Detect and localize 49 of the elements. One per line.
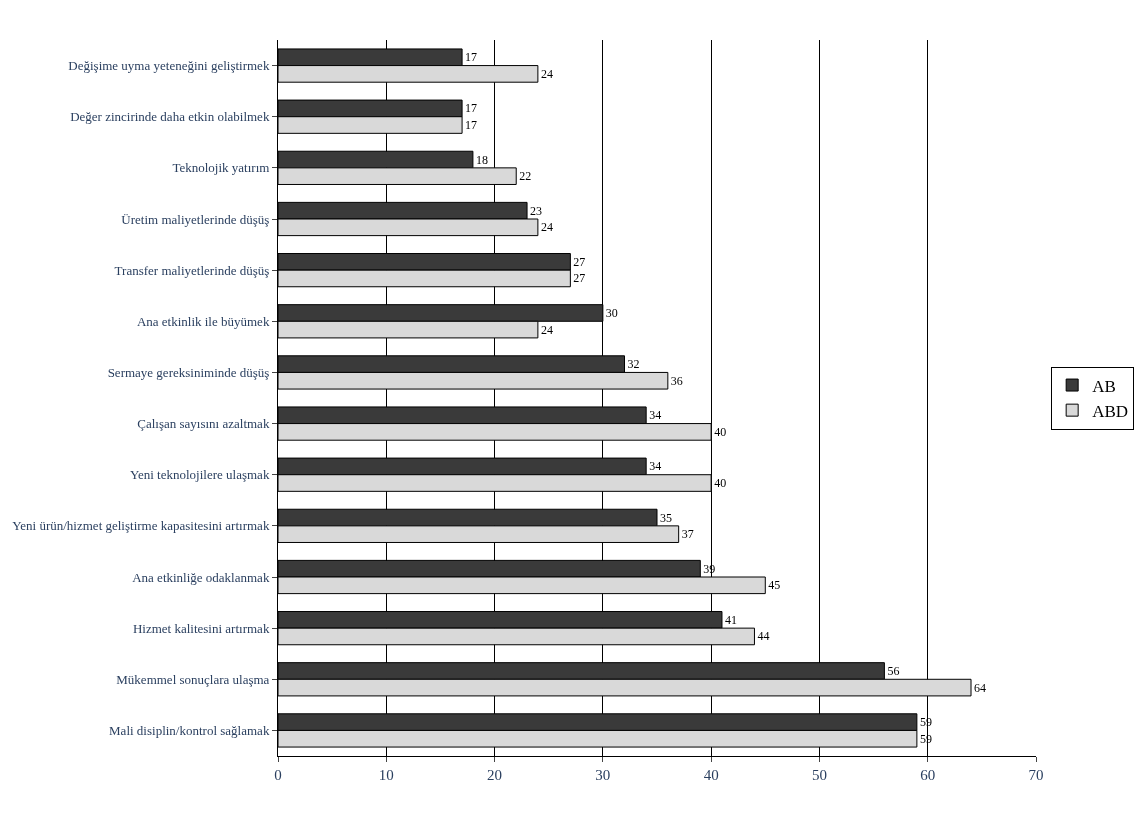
- data-label: 34: [649, 459, 662, 474]
- x-tick-label: 0: [274, 767, 282, 783]
- data-label: 17: [465, 101, 478, 116]
- data-label: 37: [681, 527, 694, 542]
- data-label: 34: [649, 408, 662, 423]
- y-tick-label: Mali disiplin/kontrol sağlamak: [109, 722, 270, 738]
- data-label: 56: [887, 663, 900, 678]
- y-tick-label: Sermaye gereksiniminde düşüş: [107, 364, 270, 380]
- data-label: 22: [519, 169, 532, 184]
- data-label: 40: [714, 424, 727, 439]
- y-tick-label: Transfer maliyetlerinde düşüş: [114, 262, 270, 278]
- x-tick-label: 10: [378, 767, 394, 783]
- data-label: 30: [605, 305, 618, 320]
- y-tick-label: Çalışan sayısını azaltmak: [137, 416, 270, 432]
- y-tick-label: Yeni ürün/hizmet geliştirme kapasitesini artırmak: [12, 518, 270, 534]
- data-label: 45: [768, 578, 781, 593]
- data-label: 27: [573, 254, 586, 269]
- data-label: 18: [475, 152, 488, 167]
- x-tick-label: 60: [920, 767, 936, 783]
- x-tick-label: 70: [1028, 767, 1044, 783]
- data-label: 36: [670, 373, 683, 388]
- legend-label: AB: [1092, 376, 1116, 396]
- x-tick-label: 20: [487, 767, 503, 783]
- data-label: 32: [627, 357, 640, 372]
- data-label: 23: [530, 203, 543, 218]
- y-tick-label: Ana etkinlik ile büyümek: [136, 313, 270, 329]
- y-tick-label: Değer zincirinde daha etkin olabilmek: [70, 109, 270, 125]
- data-label: 27: [573, 271, 586, 286]
- data-label: 17: [465, 50, 478, 65]
- data-label: 41: [724, 612, 737, 627]
- y-tick-label: Hizmet kalitesini artırmak: [132, 620, 270, 636]
- data-label: 24: [540, 66, 553, 81]
- data-label: 24: [540, 220, 553, 235]
- y-tick-label: Değişime uyma yeteneğini geliştirmek: [68, 58, 270, 74]
- data-label: 17: [465, 118, 478, 133]
- y-tick-label: Üretim maliyetlerinde düşüş: [121, 211, 270, 227]
- data-label: 64: [974, 680, 987, 695]
- y-tick-label: Ana etkinliğe odaklanmak: [132, 569, 270, 585]
- x-tick-label: 50: [811, 767, 827, 783]
- data-label: 40: [714, 476, 727, 491]
- y-tick-label: Teknolojik yatırım: [172, 160, 270, 176]
- y-tick-label: Mükemmel sonuçlara ulaşma: [116, 671, 270, 687]
- x-tick-label: 40: [703, 767, 719, 783]
- y-tick-label: Yeni teknolojilere ulaşmak: [129, 467, 270, 483]
- x-tick-label: 30: [595, 767, 611, 783]
- data-label: 24: [540, 322, 553, 337]
- legend-label: ABD: [1092, 401, 1129, 421]
- data-label: 35: [660, 510, 672, 525]
- data-label: 44: [757, 629, 770, 644]
